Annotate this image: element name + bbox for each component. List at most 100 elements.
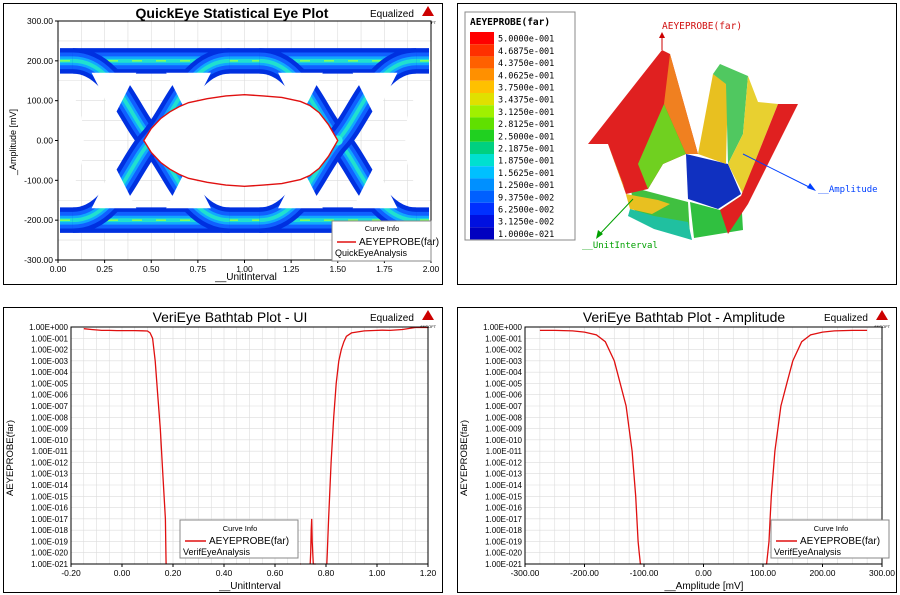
level-swatch (470, 141, 494, 154)
eye-plot-area: 0.00 0.25 0.50 0.75 1.00 1.25 1.50 1.75 2.00 300.… (24, 16, 442, 274)
y-tick-label: 1.00E+000 (29, 323, 68, 332)
curve-info-legend[interactable]: Curve Info AEYEPROBE(far) VerifEyeAnalys… (179, 519, 299, 559)
level-value: 1.5625e-001 (498, 169, 554, 179)
level-swatch (470, 93, 494, 106)
x-tick-label: 1.25 (283, 264, 300, 274)
level-swatch (470, 178, 494, 191)
x-tick-label: 1.20 (420, 568, 437, 578)
x-tick-label: -0.20 (61, 568, 81, 578)
y-tick-label: 1.00E-016 (485, 504, 522, 513)
level-swatch (470, 68, 494, 81)
x-tick-label: 0.25 (96, 264, 113, 274)
bathtub-ui-svg: VeriEye Bathtab Plot - UI Equalized ANSO… (5, 309, 437, 592)
y-tick-label: 1.00E-007 (485, 402, 522, 411)
x-tick-label: 100.00 (750, 568, 776, 578)
surface-right-edge (728, 76, 778, 194)
plot-frame (70, 326, 429, 565)
equalized-badge: Equalized (824, 313, 868, 324)
surface-right-ridge (720, 104, 798, 234)
surface-front-lip (628, 209, 692, 240)
eye-inner-opening (166, 164, 211, 209)
x-axis-label: __Amplitude [mV] (664, 581, 744, 592)
x-tick-label: 0.20 (165, 568, 182, 578)
level-legend-title: AEYEPROBE(far) (470, 17, 550, 28)
y-tick-label: 1.00E-011 (486, 447, 523, 456)
level-value: 2.8125e-001 (498, 120, 554, 130)
y-tick-label: 1.00E-010 (31, 436, 68, 445)
y-tick-label: 1.00E-014 (485, 481, 522, 490)
equalized-badge: Equalized (370, 313, 414, 324)
surface-plot-svg: AEYEPROBE(far) 5.0000e-001 4.6875e-001 4.3… (464, 11, 878, 251)
y-tick-label: 1.00E-017 (485, 515, 522, 524)
eye-plot-svg: QuickEye Statistical Eye Plot Equalized … (8, 5, 442, 283)
curve-info-legend[interactable]: Curve Info AEYEPROBE(far) QuickEyeAnalys… (331, 220, 439, 262)
level-swatch (470, 215, 494, 228)
ansoft-logo (422, 310, 434, 320)
level-value: 1.8750e-001 (498, 157, 554, 167)
y-tick-label: 1.00E-021 (485, 560, 522, 569)
eye-plot-panel: QuickEye Statistical Eye Plot Equalized … (3, 3, 443, 285)
y-axis-label: AEYEPROBE(far) (5, 420, 16, 496)
level-swatch (470, 117, 494, 130)
surface-plot-panel: AEYEPROBE(far) 5.0000e-001 4.6875e-001 4.3… (457, 3, 897, 285)
y-tick-label: 1.00E-001 (31, 334, 68, 343)
y-tick-label: 1.00E-006 (485, 391, 522, 400)
level-value: 3.1250e-001 (498, 108, 554, 118)
x-tick-label: 2.00 (423, 264, 440, 274)
eye-inner-opening (166, 72, 211, 117)
level-swatch (470, 56, 494, 69)
y-tick-label: 1.00E-002 (31, 346, 68, 355)
y-tick-label: 1.00E-008 (485, 413, 522, 422)
level-value: 4.3750e-001 (498, 59, 554, 69)
ansoft-logo (422, 6, 434, 16)
level-legend: 5.0000e-001 4.6875e-001 4.3750e-001 4.0625e… (470, 32, 554, 240)
bathtub-amp-panel: VeriEye Bathtab Plot - Amplitude Equaliz… (457, 307, 897, 593)
amplitude-axis-label: __Amplitude (818, 185, 878, 195)
y-tick-label: 1.00E-005 (485, 379, 522, 388)
eye-inner-opening (352, 164, 398, 209)
legend-header: Curve Info (365, 224, 400, 233)
y-tick-label: 1.00E-015 (31, 492, 68, 501)
y-tick-label: 1.00E-009 (485, 425, 522, 434)
y-axis-label: _Amplitude [mV] (8, 109, 18, 176)
ui-plot-area: -0.20 0.00 0.20 0.40 0.60 0.80 1.00 1.20 1.00E+0… (29, 323, 436, 578)
level-swatch (470, 202, 494, 215)
x-tick-label: -200.00 (570, 568, 599, 578)
y-tick-label: 100.00 (27, 96, 53, 106)
y-tick-label: -200.00 (24, 215, 53, 225)
x-tick-label: 0.00 (50, 264, 67, 274)
y-axis-label: AEYEPROBE(far) (459, 420, 470, 496)
y-tick-label: 1.00E-007 (31, 402, 68, 411)
eye-inner-opening (352, 72, 398, 117)
curve-info-legend[interactable]: Curve Info AEYEPROBE(far) VerifEyeAnalys… (770, 519, 890, 559)
bathtub-curve-line (539, 329, 868, 565)
y-tick-label: 1.00E-013 (485, 470, 522, 479)
surface-left-slope (664, 54, 698, 154)
y-tick-label: 1.00E-008 (31, 413, 68, 422)
level-swatch (470, 44, 494, 57)
legend-analysis-name: VerifEyeAnalysis (183, 547, 251, 557)
x-tick-label: -300.00 (511, 568, 540, 578)
x-axis-label: __UnitInterval (218, 581, 281, 592)
y-tick-label: 1.00E-018 (31, 526, 68, 535)
y-tick-label: 1.00E+000 (483, 323, 522, 332)
legend-series-name: AEYEPROBE(far) (800, 536, 880, 547)
y-tick-label: 1.00E-017 (31, 515, 68, 524)
level-swatch (470, 227, 494, 240)
x-tick-label: 300.00 (869, 568, 895, 578)
level-value: 4.0625e-001 (498, 71, 554, 81)
y-tick-label: 1.00E-003 (31, 357, 68, 366)
ui-axis-line (597, 198, 634, 237)
level-swatch (470, 105, 494, 118)
y-tick-label: -100.00 (24, 175, 53, 185)
level-value: 2.1875e-001 (498, 145, 554, 155)
x-axis-label: __UnitInterval (214, 272, 277, 283)
x-tick-label: 1.75 (376, 264, 393, 274)
y-tick-label: 1.00E-004 (31, 368, 68, 377)
y-tick-label: 1.00E-002 (485, 346, 522, 355)
y-tick-label: 1.00E-010 (485, 436, 522, 445)
legend-box (331, 220, 432, 262)
level-value: 1.0000e-021 (498, 230, 554, 240)
x-tick-label: 200.00 (810, 568, 836, 578)
amplitude-axis-line (742, 153, 814, 190)
